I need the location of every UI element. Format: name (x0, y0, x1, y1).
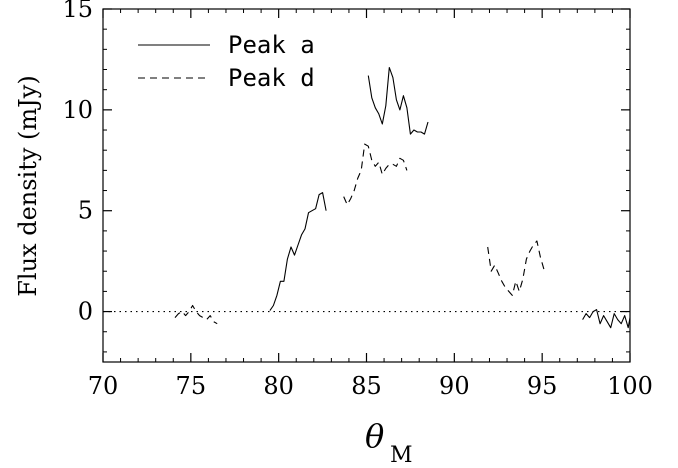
series-layer (174, 66, 631, 329)
y-tick-label: 0 (78, 298, 93, 326)
series-line-segment (269, 192, 327, 311)
series-0 (269, 66, 429, 311)
x-tick-label: 90 (439, 372, 470, 400)
x-tick-label: 95 (527, 372, 558, 400)
y-tick-label: 10 (62, 96, 93, 124)
ticks-layer: 70 75 80 85 90 95 100 0 5 10 15 (62, 0, 652, 400)
x-tick-label: 80 (263, 372, 294, 400)
x-axis-label-subscript: M (390, 443, 413, 468)
legend-label: Peak d (228, 64, 315, 92)
series-line-segment (367, 66, 429, 135)
x-axis-label-symbol: θ (365, 417, 384, 455)
x-tick-label: 75 (176, 372, 207, 400)
x-tick-label: 100 (607, 372, 653, 400)
series-line-segment (174, 304, 218, 325)
x-axis-label: θ M (365, 417, 413, 468)
series-line-segment (487, 240, 548, 296)
y-tick-label: 15 (62, 0, 93, 23)
series-1 (174, 143, 548, 325)
x-tick-label: 70 (88, 372, 119, 400)
series-line-segment (343, 143, 408, 206)
series-2 (582, 309, 631, 329)
legend-label: Peak a (228, 31, 315, 59)
y-axis-label: Flux density (mJy) (14, 75, 42, 296)
plot-frame (102, 8, 631, 363)
y-tick-label: 5 (78, 197, 93, 225)
x-tick-label: 85 (351, 372, 382, 400)
series-line-segment (582, 309, 631, 329)
legend: Peak a Peak d (138, 31, 315, 92)
